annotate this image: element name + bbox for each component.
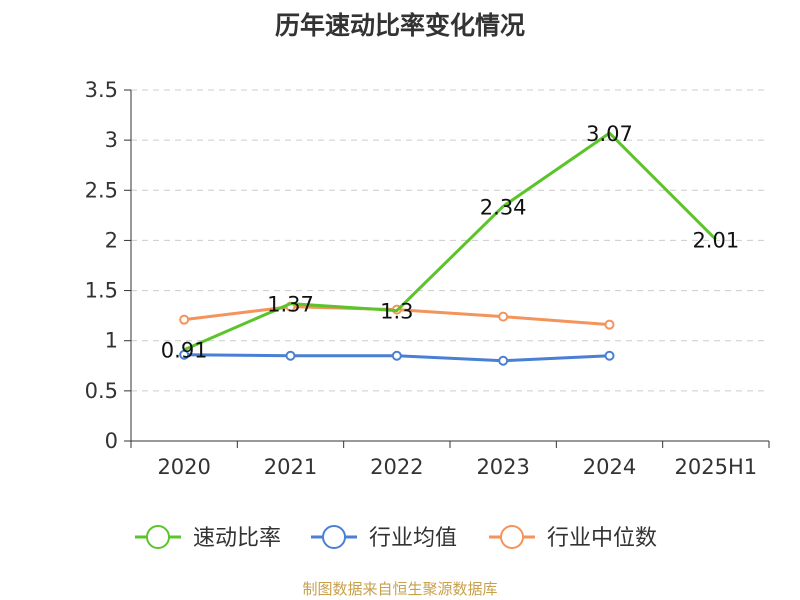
legend-label: 行业均值 [369, 526, 457, 551]
data-label: 2.34 [480, 195, 527, 219]
x-tick-label: 2021 [264, 455, 317, 479]
series-lines [179, 131, 717, 366]
x-tick-label: 2020 [157, 455, 210, 479]
data-point [604, 350, 615, 361]
axes: 0 0.5 1 1.5 2 2.5 3 3.5 2020 2021 2022 2023 2024 2025… [85, 78, 770, 479]
y-tick-label: 1 [105, 329, 118, 353]
legend-item: 速动比率 [135, 525, 281, 551]
data-point [498, 311, 509, 322]
y-tick-label: 3.5 [85, 78, 118, 102]
chart-title: 历年速动比率变化情况 [274, 11, 525, 40]
legend-marker [322, 525, 346, 549]
y-tick-label: 1.5 [85, 279, 118, 303]
data-point [391, 350, 402, 361]
series-line [183, 131, 717, 352]
legend-marker [146, 525, 170, 549]
data-point [285, 350, 296, 361]
legend-marker [500, 525, 524, 549]
x-tick-label: 2025H1 [675, 455, 758, 479]
data-label: 2.01 [692, 228, 739, 252]
data-point [604, 319, 615, 330]
grid-lines [131, 89, 769, 392]
legend-item: 行业中位数 [489, 525, 657, 551]
x-tick-label: 2022 [370, 455, 423, 479]
x-tick-label: 2024 [583, 455, 636, 479]
legend-label: 行业中位数 [547, 526, 657, 551]
legend: 速动比率 行业均值 行业中位数 [135, 525, 657, 551]
source-note: 制图数据来自恒生聚源数据库 [302, 580, 498, 598]
data-point [179, 349, 190, 360]
data-point [498, 355, 509, 366]
x-tick-label: 2023 [476, 455, 529, 479]
data-label: 3.07 [586, 122, 633, 146]
y-tick-label: 2.5 [85, 178, 118, 202]
data-point [179, 314, 190, 325]
legend-item: 行业均值 [311, 525, 457, 551]
y-tick-label: 3 [105, 128, 118, 152]
y-tick-label: 2 [105, 228, 118, 252]
y-tick-label: 0.5 [85, 379, 118, 403]
data-labels: 0.91 1.37 1.3 2.34 3.07 2.01 [161, 122, 739, 363]
legend-label: 速动比率 [193, 526, 281, 551]
data-label: 0.91 [161, 339, 208, 363]
data-label: 1.3 [380, 300, 413, 324]
y-tick-label: 0 [105, 429, 118, 453]
data-label: 1.37 [267, 293, 314, 317]
